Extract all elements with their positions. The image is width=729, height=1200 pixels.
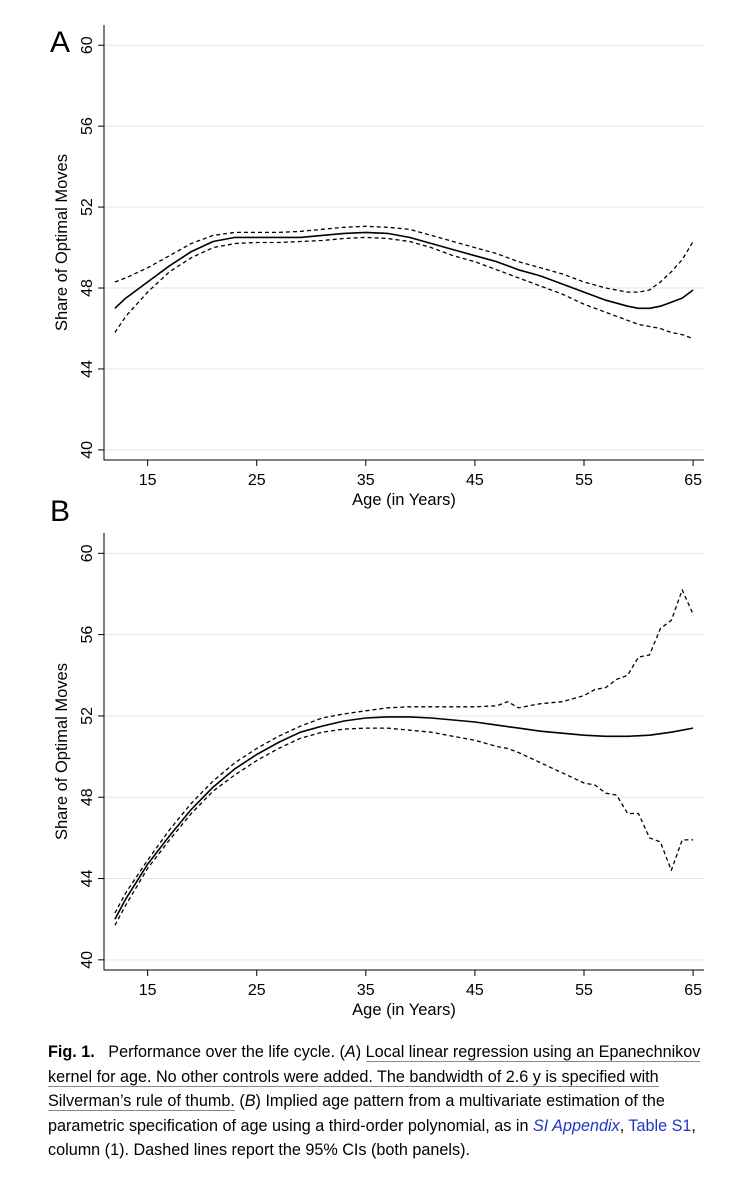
caption-paren: ) — [355, 1043, 362, 1061]
x-axis-title: Age (in Years) — [352, 491, 456, 509]
x-tick-label: 35 — [357, 982, 375, 999]
table-s1-link[interactable]: Table S1 — [628, 1116, 692, 1135]
y-tick-label: 48 — [79, 279, 96, 297]
x-tick-label: 45 — [466, 472, 484, 489]
y-tick-label: 56 — [79, 626, 96, 644]
caption-text-b: Implied age pattern from a multivariate … — [48, 1092, 665, 1135]
x-tick-label: 35 — [357, 472, 375, 489]
estimate-line — [114, 231, 694, 310]
y-tick-label: 52 — [79, 198, 96, 216]
si-appendix-link[interactable]: SI Appendix — [532, 1116, 620, 1135]
y-axis-title: Share of Optimal Moves — [53, 154, 71, 331]
panel-label: B — [50, 495, 70, 528]
figure: 40 44 48 52 56 60 15 25 35 45 55 65 Age (in Years) Sh… — [50, 25, 704, 1019]
x-tick-label: 15 — [139, 472, 157, 489]
y-tick-label: 56 — [79, 117, 96, 135]
lower-ci-line — [114, 727, 694, 926]
y-tick-label: 60 — [79, 544, 96, 562]
caption-paren: ( — [339, 1043, 345, 1061]
chart-panel-b: 40 44 48 52 56 60 15 25 35 45 55 65 Age (in Years) Sh… — [50, 495, 704, 1019]
x-tick-label: 55 — [575, 472, 593, 489]
estimate-line — [114, 716, 694, 920]
chart-panel-a: 40 44 48 52 56 60 15 25 35 45 55 65 Age (in Years) Sh… — [50, 25, 704, 509]
caption-paren: ( — [239, 1092, 245, 1110]
y-tick-label: 44 — [79, 360, 96, 378]
y-tick-label: 40 — [79, 951, 96, 969]
caption-figure-label: Fig. 1. — [48, 1043, 95, 1061]
y-tick-label: 40 — [79, 441, 96, 459]
x-tick-label: 65 — [684, 472, 702, 489]
x-tick-label: 45 — [466, 982, 484, 999]
y-tick-label: 48 — [79, 788, 96, 806]
x-tick-label: 25 — [248, 472, 266, 489]
x-axis-title: Age (in Years) — [352, 1001, 456, 1019]
lower-ci-line — [114, 236, 694, 340]
panel-label: A — [50, 26, 70, 59]
caption-text-end: , column (1). Dashed lines report the 95… — [48, 1116, 696, 1160]
x-tick-label: 15 — [139, 982, 157, 999]
x-tick-label: 55 — [575, 982, 593, 999]
caption-title: Performance over the life cycle. — [108, 1043, 336, 1061]
upper-ci-line — [114, 225, 694, 293]
y-axis-title: Share of Optimal Moves — [53, 663, 71, 840]
caption-paren: ) — [255, 1092, 261, 1110]
caption-panel-b: B — [244, 1092, 256, 1110]
caption-panel-a: A — [344, 1043, 356, 1061]
y-tick-label: 60 — [79, 36, 96, 54]
figure-caption: Fig. 1. Performance over the life cycle.… — [48, 1043, 701, 1160]
upper-ci-line — [114, 589, 694, 914]
y-tick-label: 52 — [79, 707, 96, 725]
y-tick-label: 44 — [79, 870, 96, 888]
x-tick-label: 25 — [248, 982, 266, 999]
caption-text-a: Local linear regression using an Epanech… — [48, 1043, 701, 1111]
x-tick-label: 65 — [684, 982, 702, 999]
